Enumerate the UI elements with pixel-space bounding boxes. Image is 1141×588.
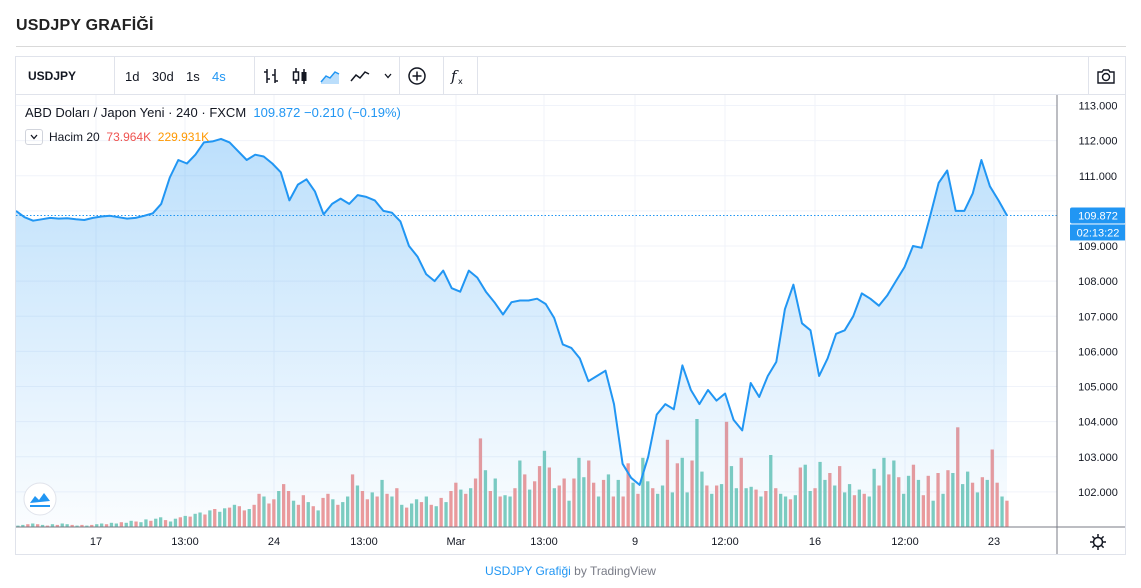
time-axis-label: 12:00 (891, 536, 919, 548)
toolbar-divider (114, 57, 115, 94)
title-divider (16, 46, 1126, 47)
legend-interval: 240 (176, 105, 198, 120)
toolbar-divider (254, 57, 255, 94)
price-axis-label: 102.000 (1078, 487, 1118, 499)
legend-change: −0.210 (304, 105, 345, 120)
symbol-description: ABD Doları / Japon Yeni (25, 105, 165, 120)
price-axis-label: 104.000 (1078, 417, 1118, 429)
volume-value: 73.964K (106, 130, 152, 144)
interval-1s[interactable]: 1s (186, 69, 200, 84)
time-axis-label: 13:00 (350, 536, 378, 548)
camera-icon[interactable] (1096, 66, 1116, 86)
compare-add-icon[interactable] (407, 66, 427, 86)
legend-source: FXCM (209, 105, 247, 120)
time-axis-label: 17 (90, 536, 102, 548)
interval-1d[interactable]: 1d (125, 69, 140, 84)
time-axis[interactable]: 17 13:00 24 13:00 Mar 13:00 9 12:00 16 12:00 23 (90, 536, 1000, 548)
settings-gear-icon[interactable] (1090, 534, 1106, 550)
price-axis-label: 113.000 (1079, 101, 1118, 113)
area-chart-icon[interactable] (320, 66, 340, 86)
price-axis[interactable]: 113.000112.000111.000110.000109.000108.0… (1078, 101, 1118, 499)
footer-by: by TradingView (570, 564, 656, 578)
time-axis-label: 12:00 (711, 536, 739, 548)
toolbar-divider (443, 57, 444, 94)
chart-toolbar: USDJPY 1d 30d 1s 4s f (16, 57, 1125, 95)
legend-last-price: 109.872 (253, 105, 301, 120)
volume-length: 20 (86, 130, 100, 144)
candlestick-icon[interactable] (290, 66, 310, 86)
footer-attribution: USDJPY Grafiği by TradingView (0, 564, 1141, 578)
toolbar-divider (477, 57, 478, 94)
price-axis-label: 112.000 (1079, 136, 1118, 148)
price-chart[interactable]: 113.000112.000111.000110.000109.000108.0… (16, 95, 1125, 554)
interval-4s[interactable]: 4s (212, 69, 226, 84)
price-axis-label: 103.000 (1078, 452, 1118, 464)
interval-30d[interactable]: 30d (152, 69, 174, 84)
tradingview-logo[interactable] (23, 482, 57, 516)
chevron-down-icon (30, 134, 38, 140)
toolbar-divider (1088, 57, 1089, 94)
chevron-down-icon[interactable] (384, 73, 392, 79)
price-axis-label: 105.000 (1078, 382, 1118, 394)
time-axis-label: 23 (988, 536, 1000, 548)
price-area-fill (16, 138, 1007, 527)
time-axis-label: Mar (447, 536, 466, 548)
price-axis-label: 108.000 (1078, 276, 1118, 288)
svg-text:x: x (458, 77, 463, 86)
price-axis-label: 111.000 (1079, 171, 1117, 183)
time-axis-label: 13:00 (171, 536, 199, 548)
bar-countdown-label: 02:13:22 (1077, 227, 1120, 239)
last-price-label: 109.872 (1078, 210, 1118, 222)
time-axis-label: 13:00 (530, 536, 558, 548)
volume-label: Hacim (49, 130, 84, 144)
chart-legend: ABD Doları / Japon Yeni · 240 · FXCM 109… (25, 105, 401, 120)
page-title: USDJPY GRAFİĞİ (16, 17, 154, 34)
line-chart-icon[interactable] (350, 66, 370, 86)
price-axis-label: 109.000 (1078, 241, 1118, 253)
bar-chart-icon[interactable] (261, 66, 281, 86)
toolbar-divider (399, 57, 400, 94)
volume-ma-value: 229.931K (157, 130, 210, 144)
volume-collapse-button[interactable] (25, 129, 43, 145)
last-price-tag: 109.872 02:13:22 (1070, 207, 1125, 241)
footer-link[interactable]: USDJPY Grafiği (485, 564, 571, 578)
svg-text:f: f (450, 67, 459, 85)
time-axis-label: 9 (632, 536, 638, 548)
symbol-search[interactable]: USDJPY (28, 69, 77, 83)
chart-widget: USDJPY 1d 30d 1s 4s f (15, 56, 1126, 555)
price-line (16, 137, 1008, 486)
price-axis-label: 106.000 (1078, 346, 1118, 358)
time-axis-label: 16 (809, 536, 821, 548)
indicators-icon[interactable]: f x (447, 66, 467, 86)
price-axis-label: 107.000 (1078, 311, 1118, 323)
volume-legend: Hacim 20 73.964K 229.931K (25, 129, 209, 145)
legend-change-pct: (−0.19%) (347, 105, 401, 120)
time-axis-label: 24 (268, 536, 280, 548)
